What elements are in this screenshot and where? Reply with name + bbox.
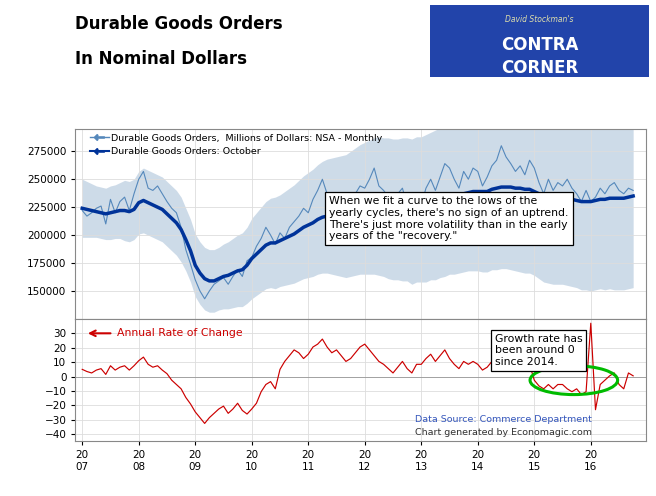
Text: CONTRA: CONTRA bbox=[501, 36, 578, 54]
Text: Data Source: Commerce Department: Data Source: Commerce Department bbox=[415, 415, 592, 424]
Text: Durable Goods Orders: Durable Goods Orders bbox=[75, 15, 283, 33]
Text: Annual Rate of Change: Annual Rate of Change bbox=[117, 328, 243, 338]
Text: When we fit a curve to the lows of the
yearly cycles, there's no sign of an uptr: When we fit a curve to the lows of the y… bbox=[329, 196, 569, 241]
Text: David Stockman's: David Stockman's bbox=[505, 15, 574, 24]
Legend: Durable Goods Orders,  Millions of Dollars: NSA - Monthly, Durable Goods Orders:: Durable Goods Orders, Millions of Dollar… bbox=[86, 130, 386, 160]
Text: In Nominal Dollars: In Nominal Dollars bbox=[75, 50, 247, 67]
Text: Chart generated by Economagic.com: Chart generated by Economagic.com bbox=[415, 429, 592, 437]
Text: CORNER: CORNER bbox=[501, 59, 578, 77]
Text: Growth rate has
been around 0
since 2014.: Growth rate has been around 0 since 2014… bbox=[495, 334, 583, 367]
